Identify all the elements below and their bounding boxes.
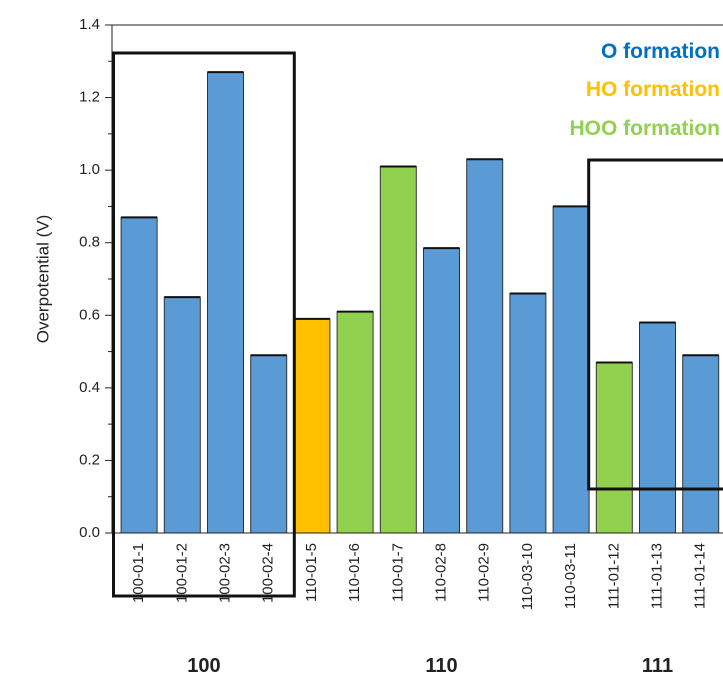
y-tick-label: 1.2 [79, 89, 100, 106]
bar-100-01-1 [120, 216, 158, 534]
x-tick-label: 100-01-2 [173, 543, 190, 603]
x-tick-label: 111-01-14 [692, 543, 709, 609]
bar-110-03-10 [509, 293, 547, 534]
bar-110-01-5 [293, 318, 331, 534]
x-tick-label: 110-02-9 [476, 543, 493, 602]
y-tick-label: 0.8 [79, 234, 100, 251]
y-axis-label: Overpotential (V) [33, 215, 52, 344]
bar-100-02-4 [250, 354, 288, 534]
x-tick-label: 111-01-12 [605, 543, 622, 609]
bar-111-01-14 [682, 354, 720, 534]
x-tick-label: 110-01-5 [303, 543, 320, 602]
x-tick-label: 110-02-8 [432, 543, 449, 602]
x-tick-label: 110-01-7 [389, 543, 406, 602]
group-box-111 [587, 158, 723, 491]
y-tick-label: 0.0 [79, 524, 100, 541]
x-tick-label: 110-03-10 [519, 543, 536, 610]
bar-110-01-7 [379, 166, 417, 534]
legend-entry-HO: HO formation [586, 78, 720, 101]
bar-110-02-8 [423, 247, 460, 534]
bar-110-01-6 [336, 311, 374, 534]
group-label-111: 111 [642, 655, 673, 677]
bar-111-01-12 [595, 361, 633, 534]
bar-111-01-13 [639, 322, 676, 534]
x-tick-label: 100-02-4 [260, 543, 277, 603]
group-label-100: 100 [187, 655, 220, 677]
bar-110-02-9 [466, 158, 504, 534]
group-label-110: 110 [425, 655, 457, 677]
group-box-100 [112, 51, 296, 598]
y-tick-label: 1.4 [79, 16, 100, 33]
legend-entry-O: O formation [601, 40, 720, 63]
x-tick-label: 110-03-11 [562, 543, 579, 609]
bar-110-03-11 [552, 205, 590, 534]
y-tick-label: 1.0 [79, 161, 100, 178]
y-tick-label: 0.2 [79, 451, 100, 468]
y-tick-label: 0.6 [79, 306, 100, 323]
bar-100-02-3 [207, 71, 244, 534]
bar-100-01-2 [163, 296, 201, 534]
x-tick-label: 111-01-13 [648, 543, 665, 609]
x-tick-label: 100-02-3 [216, 543, 233, 603]
x-tick-label: 100-01-1 [130, 543, 147, 603]
y-tick-label: 0.4 [79, 379, 100, 396]
x-tick-label: 110-01-6 [346, 543, 363, 602]
legend-entry-HOO: HOO formation [570, 117, 721, 140]
